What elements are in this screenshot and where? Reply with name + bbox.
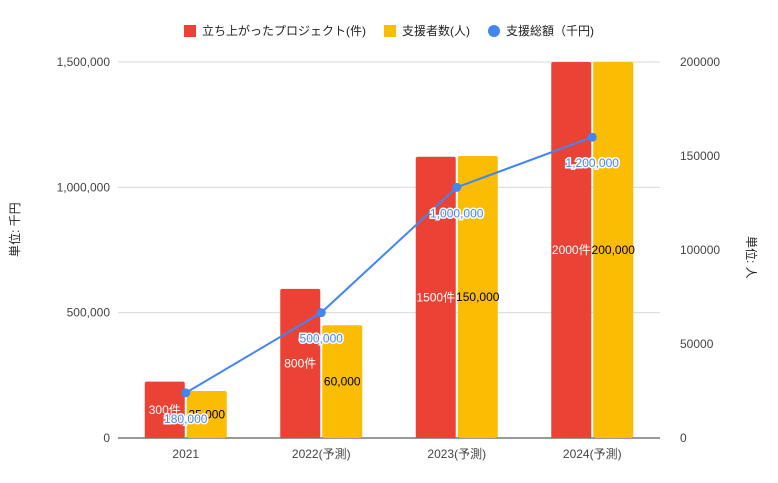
bar-projects [144, 381, 185, 438]
y-left-tick-label: 1,500,000 [57, 55, 111, 69]
y-left-tick-label: 500,000 [67, 306, 111, 320]
point-total-amount [316, 308, 326, 318]
legend-label-supporters: 支援者数(人) [402, 24, 470, 38]
chart-legend: 立ち上がったプロジェクト(件) 支援者数(人) 支援総額（千円) [0, 22, 778, 39]
bar-supporters [186, 391, 227, 438]
legend-swatch-supporters [384, 24, 396, 37]
x-tick-label: 2023(予測) [427, 447, 486, 461]
data-label-supporters: 60,000 [324, 375, 361, 389]
data-label-total-amount: 500,000 [300, 332, 344, 346]
x-tick-label: 2024(予測) [563, 447, 622, 461]
legend-swatch-projects [184, 24, 196, 37]
line-total-amount [185, 136, 593, 394]
legend-item-projects[interactable]: 立ち上がったプロジェクト(件) [184, 22, 366, 39]
data-label-projects: 800件 [284, 356, 316, 370]
point-total-amount [452, 182, 462, 192]
data-label-projects: 2000件 [552, 243, 591, 257]
y-right-tick-label: 150000 [680, 149, 720, 163]
legend-marker-total-amount [488, 24, 500, 37]
x-tick-label: 2022(予測) [292, 447, 351, 461]
x-tick-label: 2021 [172, 447, 199, 461]
data-label-total-amount: 1,000,000 [430, 206, 484, 220]
legend-item-total-amount[interactable]: 支援総額（千円) [488, 22, 594, 39]
bar-supporters [593, 62, 634, 438]
y-right-tick-label: 200000 [680, 55, 720, 69]
data-label-projects: 1500件 [416, 290, 455, 304]
legend-item-supporters[interactable]: 支援者数(人) [384, 22, 470, 39]
point-total-amount [181, 388, 191, 398]
legend-label-projects: 立ち上がったプロジェクト(件) [202, 24, 366, 38]
data-label-total-amount: 1,200,000 [566, 156, 620, 170]
point-total-amount [587, 132, 597, 142]
legend-label-total-amount: 支援総額（千円) [506, 24, 594, 38]
y-right-tick-label: 0 [680, 431, 687, 445]
data-label-projects: 300件 [149, 403, 181, 417]
bar-projects [415, 156, 456, 438]
data-label-supporters: 150,000 [456, 290, 500, 304]
y-left-tick-label: 1,000,000 [57, 180, 111, 194]
data-label-supporters: 200,000 [592, 243, 636, 257]
data-label-total-amount: 180,000 [164, 412, 208, 426]
y-left-tick-label: 0 [103, 431, 110, 445]
data-label-supporters: 25,000 [188, 408, 225, 422]
bar-projects [551, 62, 592, 438]
y-right-tick-label: 50000 [680, 337, 714, 351]
bar-projects [280, 288, 321, 438]
bar-supporters [322, 325, 363, 438]
y-right-tick-label: 100000 [680, 243, 720, 257]
bar-supporters [457, 156, 498, 438]
